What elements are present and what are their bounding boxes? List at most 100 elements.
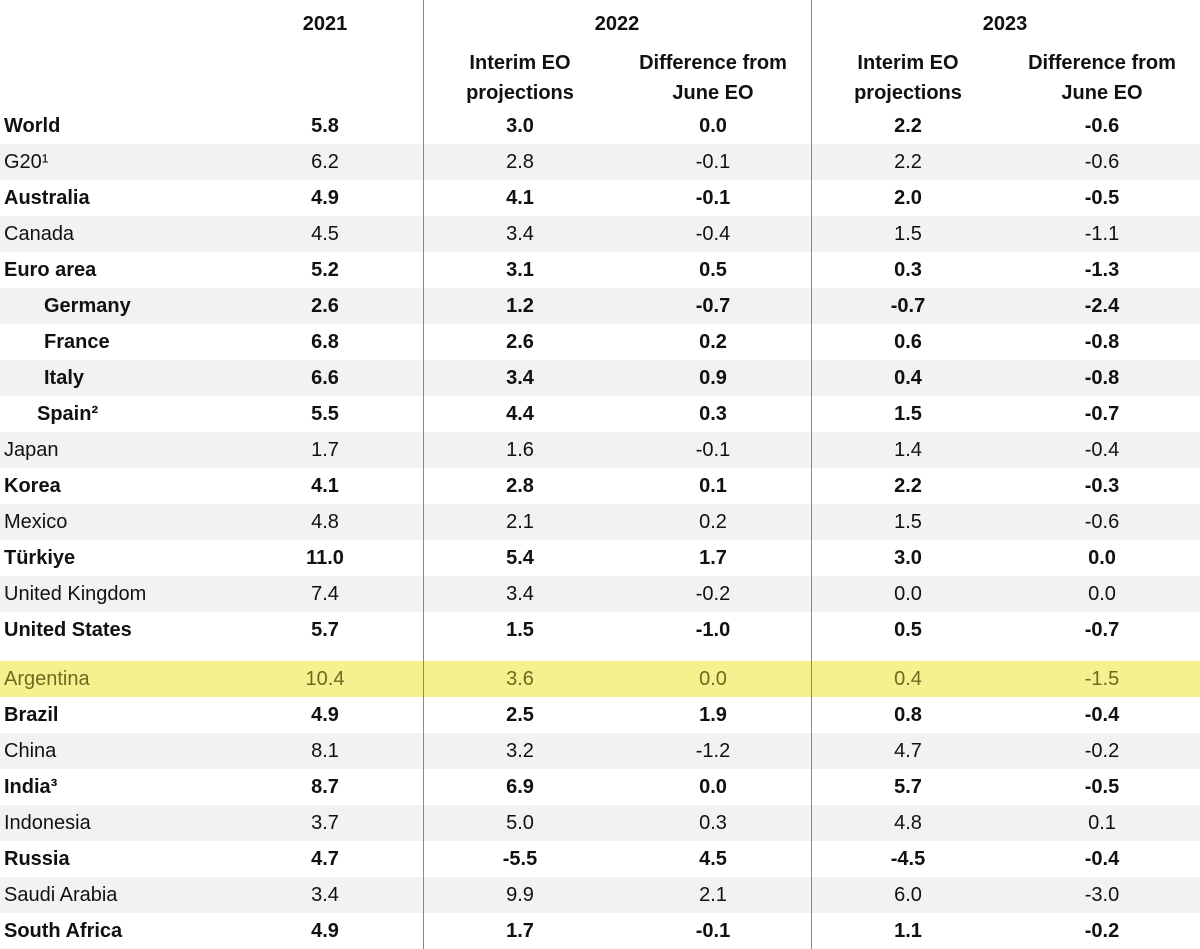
cell: 3.0 [506,115,534,137]
cell: 2.6 [506,331,534,353]
cell: 11.0 [306,547,344,569]
column-header: Interim EO projections [466,52,574,104]
cell: 10.4 [305,668,345,690]
cell: -1.5 [1084,668,1120,690]
cell: 2.1 [699,884,727,906]
cell: 5.8 [311,115,339,137]
cell: 0.1 [1088,812,1116,834]
row-label: Spain² [37,403,99,425]
column-header: Interim EO projections [854,52,962,104]
cell: 0.3 [894,259,922,281]
cell: 1.2 [506,295,534,317]
cell: 5.5 [311,403,339,425]
cell: 2.2 [894,115,922,137]
cell: -0.2 [1084,740,1120,762]
cell: 4.4 [506,403,534,425]
cell: -0.4 [1084,848,1120,870]
row-band [0,733,1200,769]
cell: -0.7 [1084,403,1120,425]
cell: 3.4 [311,884,339,906]
column-divider [811,0,812,949]
row-label: Canada [4,223,75,245]
row-band [0,360,1200,396]
cell: 8.1 [311,740,339,762]
cell: -0.3 [1084,475,1120,497]
row-label: Germany [44,295,131,317]
cell: 0.0 [1088,583,1116,605]
cell: 0.1 [699,475,727,497]
cell: 3.7 [311,812,339,834]
cell: -0.7 [695,295,731,317]
column-header: Difference from June EO [639,52,787,104]
cell: 0.0 [894,583,922,605]
cell: 4.7 [894,740,922,762]
cell: -0.6 [1084,511,1120,533]
cell: 0.3 [699,403,727,425]
row-label: G20¹ [4,151,49,173]
cell: -0.1 [695,151,731,173]
cell: 6.6 [311,367,339,389]
cell: 2.0 [894,187,922,209]
cell: 6.9 [506,776,534,798]
row-label: Mexico [4,511,68,533]
column-divider [423,0,424,949]
cell: -0.4 [1084,704,1120,726]
cell: -0.6 [1084,115,1120,137]
cell: 0.0 [699,668,727,690]
cell: 0.4 [894,367,922,389]
cell: 2.2 [894,475,922,497]
cell: -0.8 [1084,331,1120,353]
cell: -0.1 [695,439,731,461]
row-band [0,805,1200,841]
cell: 1.4 [894,439,922,461]
cell: -0.1 [695,187,731,209]
row-band [0,661,1200,697]
cell: 1.5 [894,403,922,425]
row-label: Argentina [4,668,90,690]
cell: 0.0 [699,776,727,798]
cell: 5.7 [894,776,922,798]
row-band [0,432,1200,468]
cell: -0.8 [1084,367,1120,389]
row-band [0,144,1200,180]
cell: 2.8 [506,475,534,497]
cell: -1.2 [695,740,731,762]
row-label: Japan [4,439,59,461]
cell: 7.4 [311,583,339,605]
cell: -2.4 [1084,295,1120,317]
row-band [0,504,1200,540]
row-label: India³ [4,776,58,798]
cell: 1.7 [506,920,534,942]
cell: 3.4 [506,583,534,605]
cell: 0.2 [699,331,727,353]
cell: 0.5 [894,619,922,641]
cell: -4.5 [890,848,926,870]
cell: 1.7 [311,439,339,461]
cell: 2.1 [506,511,534,533]
cell: 8.7 [311,776,339,798]
row-band [0,877,1200,913]
cell: 3.0 [894,547,922,569]
cell: 6.0 [894,884,922,906]
row-label: United Kingdom [4,583,147,605]
cell: 0.0 [699,115,727,137]
cell: 1.5 [894,511,922,533]
row-label: Indonesia [4,812,91,834]
cell: -0.2 [695,583,731,605]
cell: 4.5 [311,223,339,245]
cell: 4.9 [311,704,339,726]
cell: 4.8 [894,812,922,834]
row-label: Australia [4,187,90,209]
row-label: Brazil [4,704,59,726]
cell: 4.9 [311,187,339,209]
cell: 9.9 [506,884,534,906]
cell: 4.1 [506,187,534,209]
cell: -0.7 [1084,619,1120,641]
cell: -0.5 [1084,187,1120,209]
cell: 0.8 [894,704,922,726]
year-header: 2021 [302,13,348,35]
cell: 3.1 [506,259,534,281]
row-label: Russia [4,848,70,870]
row-label: Italy [44,367,85,389]
